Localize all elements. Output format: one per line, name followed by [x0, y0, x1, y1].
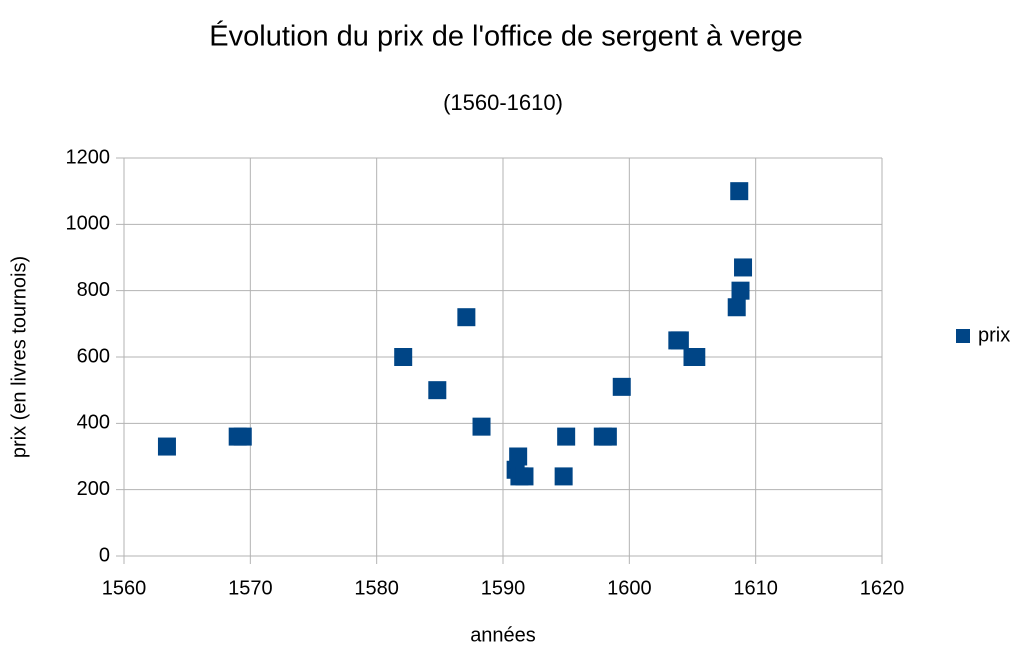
x-tick-label: 1570	[228, 577, 273, 599]
point	[612, 377, 631, 396]
point	[157, 437, 176, 456]
legend-label: prix	[978, 324, 1010, 346]
y-tick-label: 1200	[66, 146, 111, 168]
chart-title: Évolution du prix de l'office de sergent…	[209, 20, 802, 53]
y-tick-label: 1000	[66, 213, 111, 235]
x-tick-label: 1560	[102, 577, 147, 599]
point	[734, 258, 753, 277]
x-tick-label: 1590	[481, 577, 526, 599]
y-axis-label: prix (en livres tournois)	[8, 256, 30, 458]
point	[509, 447, 528, 466]
y-tick-label: 600	[77, 345, 110, 367]
point	[515, 467, 534, 486]
y-tick-label: 800	[77, 279, 110, 301]
x-tick-label: 1620	[860, 577, 905, 599]
point	[731, 281, 750, 300]
point	[727, 298, 746, 317]
legend-swatch	[956, 329, 970, 343]
x-tick-label: 1580	[354, 577, 399, 599]
chart-subtitle: (1560-1610)	[443, 90, 563, 115]
point	[598, 427, 617, 446]
x-tick-label: 1600	[607, 577, 652, 599]
point	[233, 427, 252, 446]
y-tick-label: 200	[77, 478, 110, 500]
x-tick-label: 1610	[733, 577, 778, 599]
y-tick-label: 400	[77, 412, 110, 434]
point	[554, 467, 573, 486]
point	[457, 308, 476, 327]
x-axis-label: années	[470, 624, 536, 646]
y-tick-label: 0	[99, 544, 110, 566]
point	[472, 417, 491, 436]
point	[670, 331, 689, 350]
point	[394, 348, 413, 366]
point	[687, 348, 706, 366]
point	[428, 381, 447, 400]
point	[730, 182, 749, 201]
point	[557, 427, 576, 446]
